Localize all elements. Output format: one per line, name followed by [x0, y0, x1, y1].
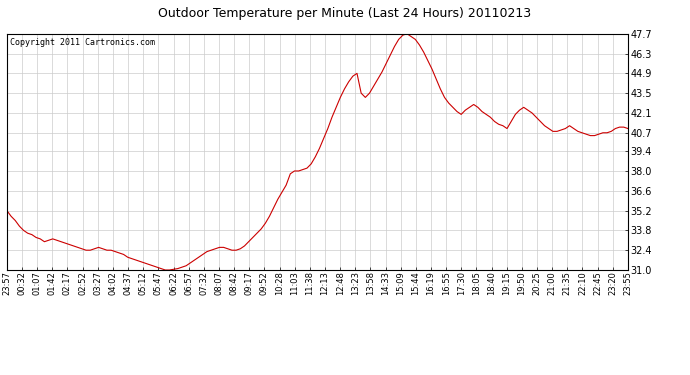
Text: Copyright 2011 Cartronics.com: Copyright 2011 Cartronics.com	[10, 39, 155, 48]
Text: Outdoor Temperature per Minute (Last 24 Hours) 20110213: Outdoor Temperature per Minute (Last 24 …	[159, 8, 531, 21]
